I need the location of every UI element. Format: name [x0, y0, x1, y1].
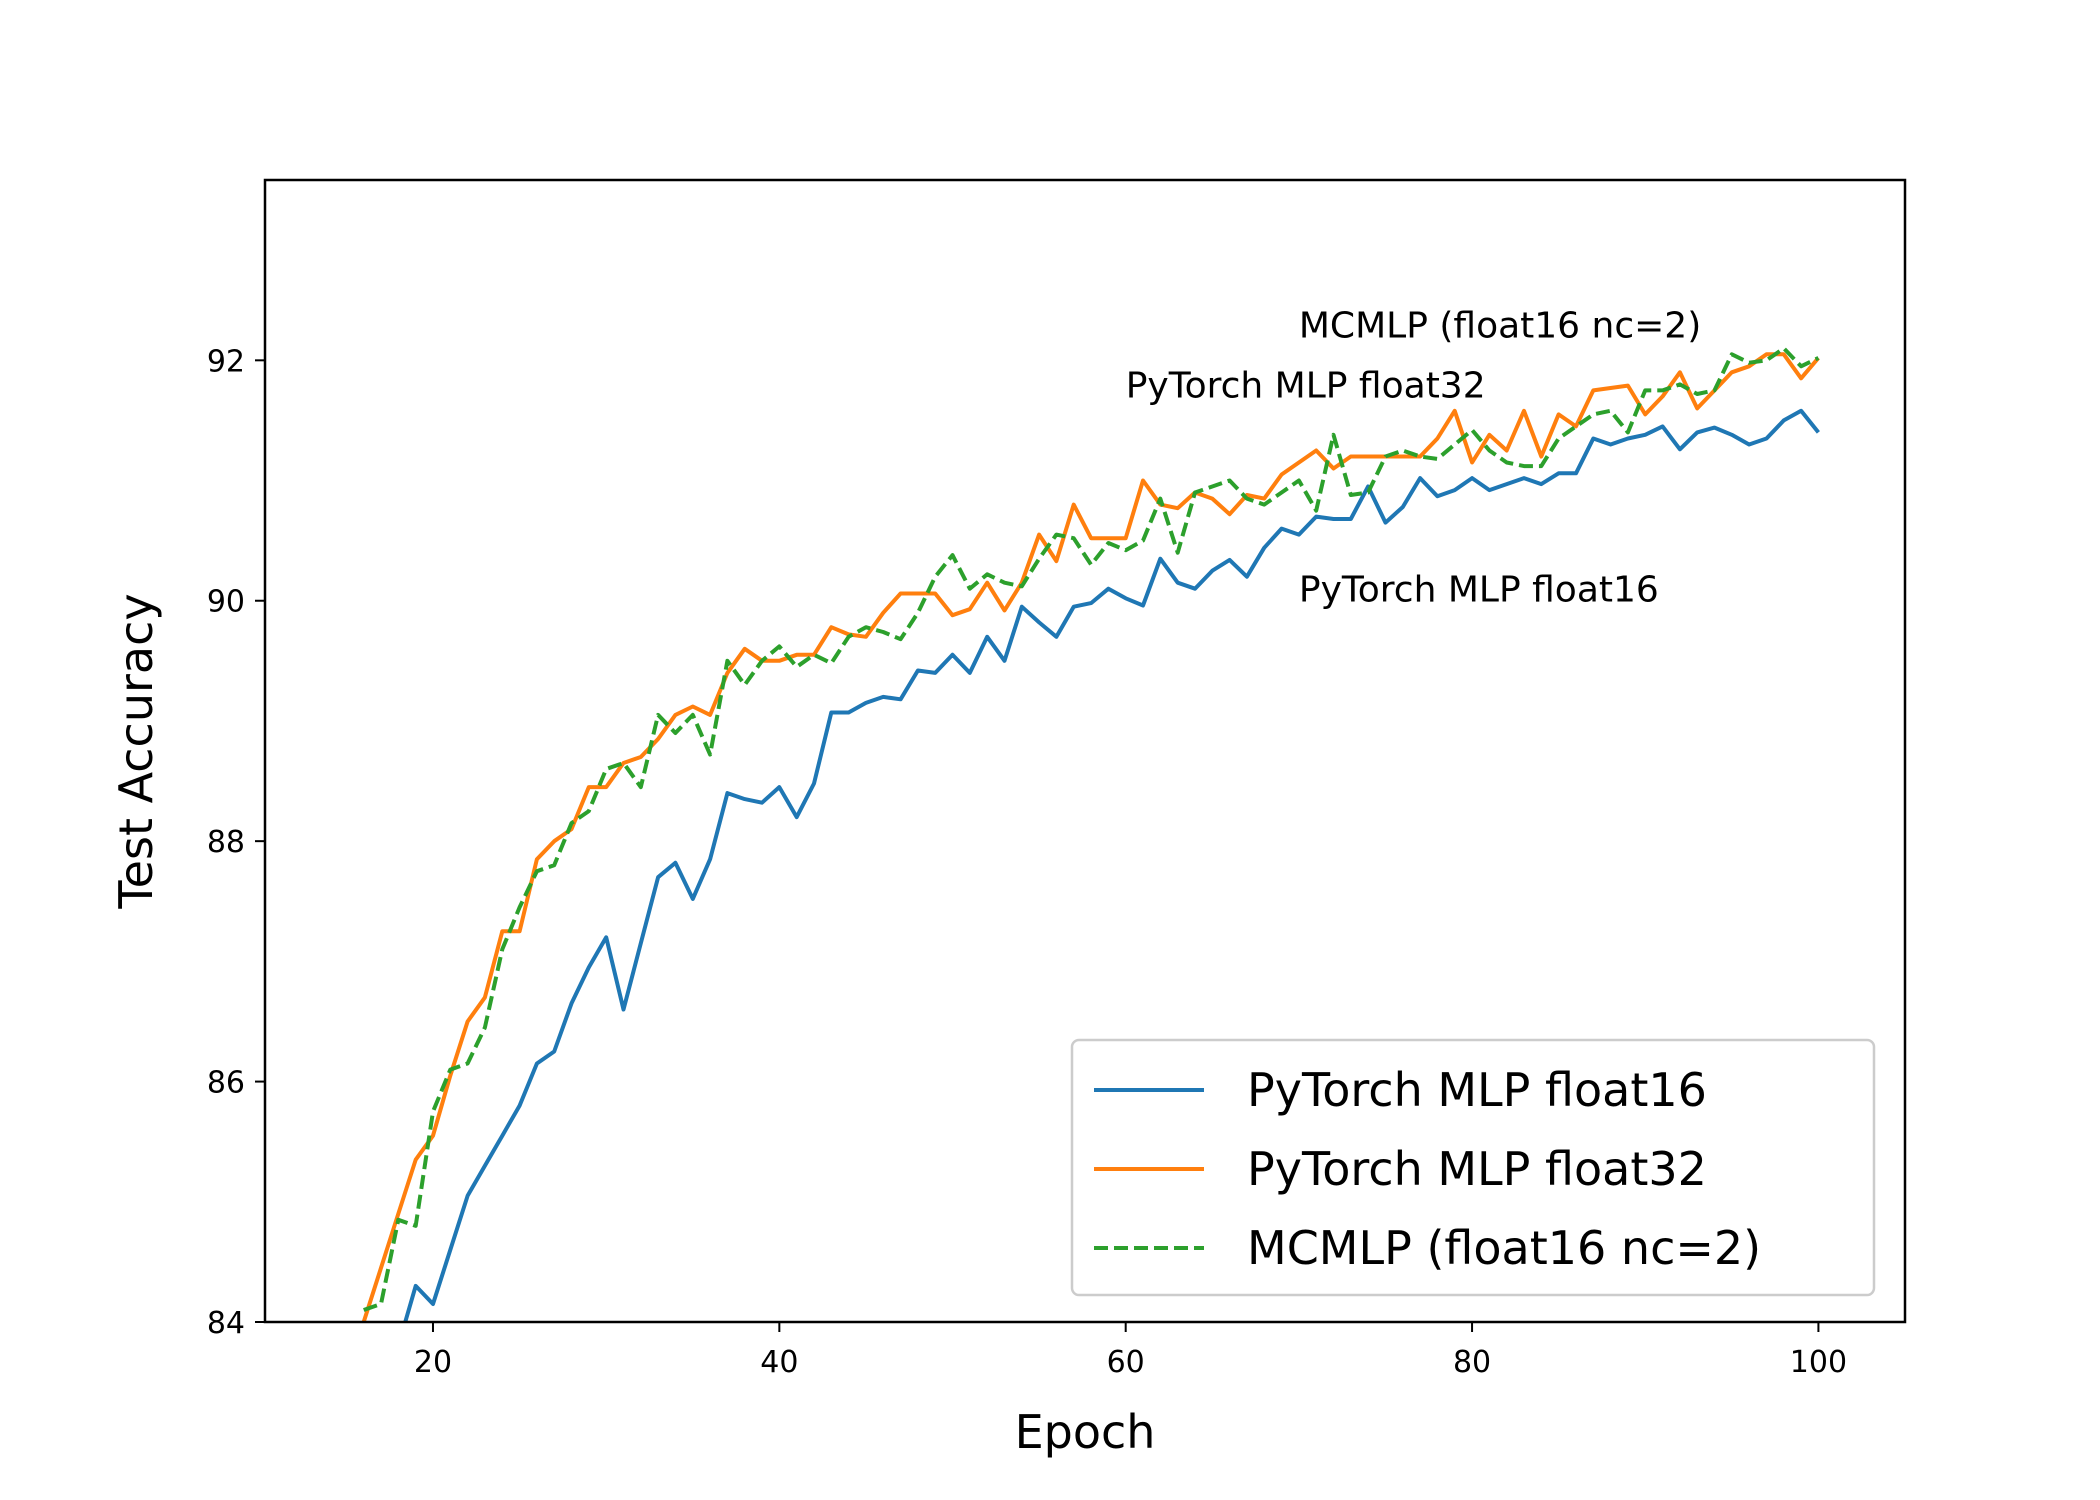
y-tick-label: 88 [207, 825, 245, 860]
x-tick-label: 80 [1453, 1345, 1491, 1380]
y-tick-label: 92 [207, 344, 245, 379]
annotation-label: PyTorch MLP float32 [1126, 365, 1486, 406]
plot-frame [263, 178, 1907, 1324]
x-tick-label: 20 [414, 1345, 452, 1380]
y-axis-label: Test Accuracy [109, 593, 163, 909]
y-tick-label: 86 [207, 1066, 245, 1101]
series-lines [361, 346, 1820, 1322]
axis-ticks: 20 40 60 80 100 84 86 88 90 92 [207, 344, 1847, 1380]
annotation-label: MCMLP (float16 nc=2) [1299, 305, 1701, 346]
x-axis-label: Epoch [1015, 1405, 1156, 1459]
x-tick-label: 60 [1107, 1345, 1145, 1380]
annotations: MCMLP (float16 nc=2) PyTorch MLP float32 P… [1126, 305, 1702, 610]
y-tick-label: 84 [207, 1306, 245, 1341]
annotation-label: PyTorch MLP float16 [1299, 570, 1659, 611]
x-tick-label: 100 [1790, 1345, 1847, 1380]
legend-label-1: PyTorch MLP float32 [1247, 1142, 1707, 1196]
legend-box [1070, 1038, 1876, 1297]
series-line-0 [403, 408, 1820, 1322]
series-line-1 [361, 352, 1820, 1322]
y-tick-label: 90 [207, 585, 245, 620]
legend: PyTorch MLP float16 PyTorch MLP float32 MC… [1070, 1038, 1876, 1297]
legend-label-0: PyTorch MLP float16 [1247, 1063, 1707, 1117]
x-tick-label: 40 [760, 1345, 798, 1380]
legend-label-2: MCMLP (float16 nc=2) [1247, 1221, 1761, 1275]
